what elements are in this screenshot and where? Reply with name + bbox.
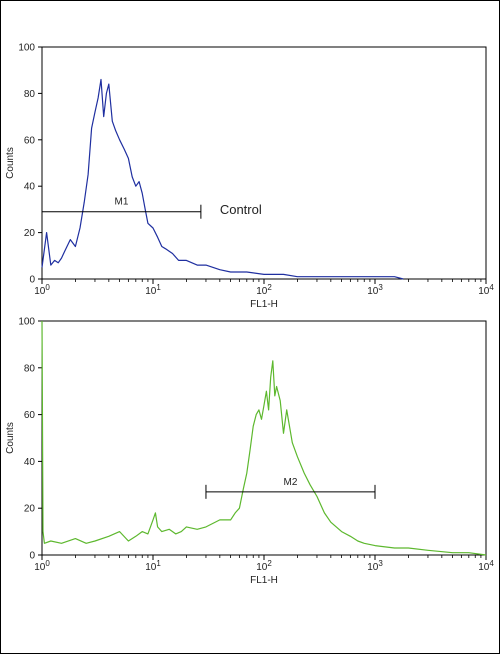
y-tick-label: 0 [29, 551, 35, 562]
y-tick-label: 20 [24, 228, 36, 239]
x-tick-label: 100 [34, 559, 50, 573]
x-tick-label: 104 [478, 559, 494, 573]
x-tick-label: 100 [34, 283, 50, 297]
y-tick-label: 40 [24, 182, 36, 193]
y-axis-label: Counts [5, 422, 16, 454]
x-tick-label: 103 [367, 559, 383, 573]
y-axis-label: Counts [5, 147, 16, 179]
x-tick-label: 101 [145, 559, 161, 573]
x-axis-label: FL1-H [250, 299, 278, 310]
gate-marker-label: M2 [284, 477, 298, 488]
sample-histogram-panel: Counts FL1-H 0 20 40 60 80 100 100 101 102 103 104… [5, 317, 494, 587]
y-tick-label: 80 [24, 89, 36, 100]
x-axis-label: FL1-H [250, 575, 278, 586]
y-tick-label: 60 [24, 410, 36, 421]
gate-marker-label: M1 [114, 197, 128, 208]
y-tick-label: 100 [18, 43, 35, 54]
histogram-series-line [41, 78, 404, 280]
y-tick-label: 60 [24, 135, 36, 146]
x-tick-label: 102 [256, 559, 272, 573]
y-tick-label: 0 [29, 275, 35, 286]
y-tick-label: 80 [24, 363, 36, 374]
control-histogram-panel: Counts FL1-H 0 20 40 60 80 100 100 101 102 103 104… [5, 43, 494, 311]
annotation-text: Control [220, 202, 262, 217]
y-tick-label: 40 [24, 457, 36, 468]
x-tick-label: 102 [256, 283, 272, 297]
x-tick-label: 103 [367, 283, 383, 297]
x-tick-label: 104 [478, 283, 494, 297]
x-tick-label: 101 [145, 283, 161, 297]
plot-area-frame [41, 46, 487, 280]
y-tick-label: 100 [18, 317, 35, 328]
y-tick-label: 20 [24, 504, 36, 515]
histogram-series-line [41, 320, 487, 556]
plot-area-frame [41, 320, 487, 556]
